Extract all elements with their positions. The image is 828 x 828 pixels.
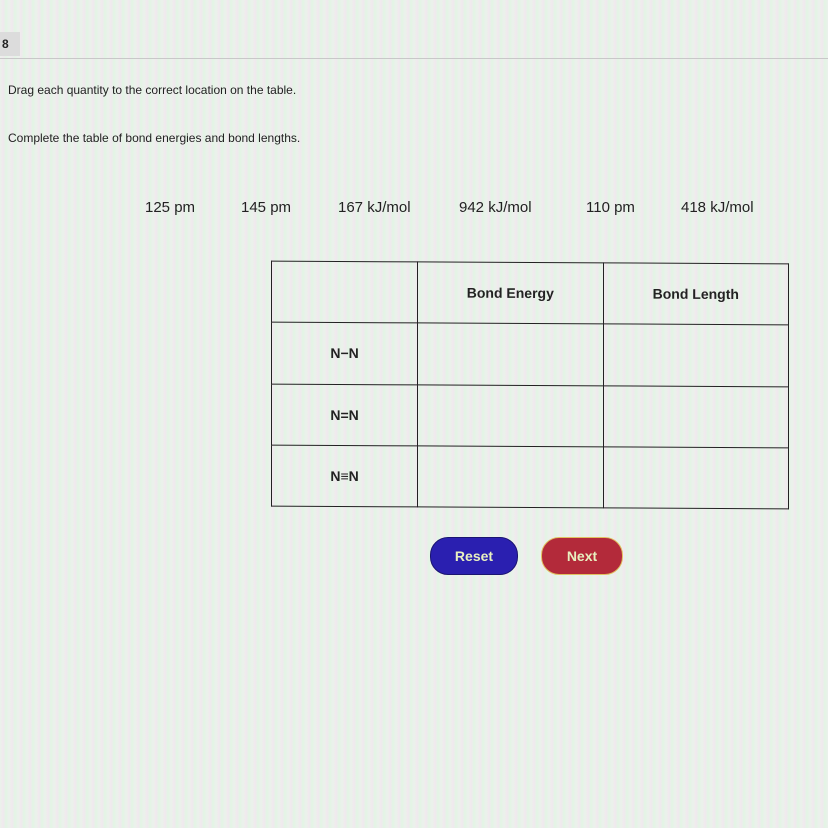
header-bond-length: Bond Length [603, 262, 789, 326]
bond-label: N≡N [271, 444, 418, 507]
energy-drop-zone[interactable] [417, 445, 604, 508]
length-drop-zone[interactable] [603, 446, 789, 509]
length-drop-zone[interactable] [603, 324, 789, 387]
reset-button[interactable]: Reset [430, 537, 518, 575]
length-drop-zone[interactable] [603, 385, 789, 448]
table-row: N≡N [271, 444, 789, 509]
divider [0, 58, 828, 59]
table-row: N=N [271, 383, 789, 448]
header-empty [271, 261, 418, 324]
quantity-chip[interactable]: 110 pm [586, 199, 635, 216]
instruction-complete: Complete the table of bond energies and … [8, 131, 301, 145]
quantity-chip[interactable]: 125 pm [145, 199, 196, 216]
next-button[interactable]: Next [541, 537, 623, 575]
quantity-chip[interactable]: 167 kJ/mol [338, 199, 411, 216]
bond-label: N=N [271, 383, 418, 446]
bond-table: Bond Energy Bond Length N−N N=N N≡N [271, 261, 789, 510]
energy-drop-zone[interactable] [417, 384, 604, 447]
header-bond-energy: Bond Energy [417, 261, 604, 325]
quantity-chip[interactable]: 418 kJ/mol [681, 199, 754, 216]
table-row: N−N [271, 322, 789, 387]
energy-drop-zone[interactable] [417, 323, 604, 386]
question-number: 8 [0, 32, 20, 56]
instruction-drag: Drag each quantity to the correct locati… [8, 83, 297, 97]
quantity-chip[interactable]: 942 kJ/mol [459, 199, 532, 216]
table-header-row: Bond Energy Bond Length [271, 261, 789, 326]
bond-label: N−N [271, 322, 418, 385]
quantity-chip[interactable]: 145 pm [241, 199, 292, 216]
